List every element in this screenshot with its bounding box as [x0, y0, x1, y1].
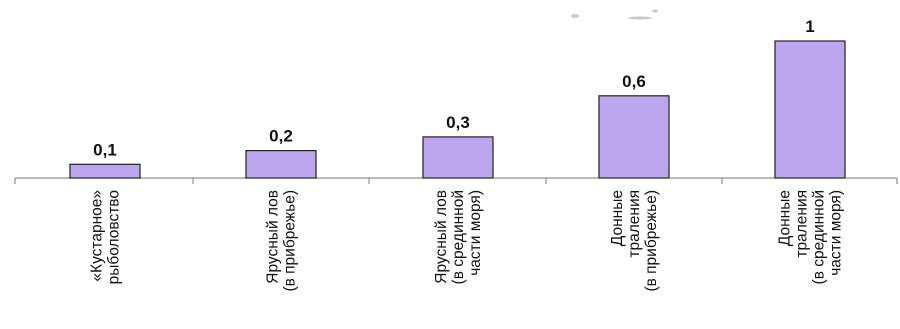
data-label: 0,2 — [269, 127, 293, 146]
bar — [774, 40, 846, 179]
tick-label: рыболовство — [106, 190, 123, 284]
tick-label: (в срединной — [811, 190, 828, 284]
category-label: Ярусный лов (в срединной части моря) — [433, 190, 484, 284]
data-label: 0,6 — [622, 72, 646, 91]
tick-label: Ярусный лов — [433, 190, 450, 284]
scan-smudge — [571, 9, 658, 20]
bars-layer — [69, 40, 846, 179]
data-label: 0,3 — [446, 113, 470, 132]
bar — [69, 163, 141, 179]
axis-layer — [14, 177, 898, 184]
category-label: Ярусный лов (в прибрежье) — [265, 190, 299, 292]
tick-label: траления — [626, 190, 643, 258]
tick-label: «Кустарное» — [89, 190, 106, 282]
data-label: 0,1 — [93, 140, 117, 159]
bar — [422, 136, 494, 179]
tick-label: Донные — [777, 190, 794, 246]
tick-label: (в прибрежье) — [643, 190, 660, 292]
category-label: Донные траления (в срединной части моря) — [777, 190, 845, 284]
value-labels-layer: 0,1 0,2 0,3 0,6 1 — [93, 17, 815, 159]
tick-label: (в прибрежье) — [282, 190, 299, 292]
tick-label: (в срединной — [450, 190, 467, 284]
bar — [598, 95, 670, 179]
tick-label: части моря) — [467, 190, 484, 276]
category-label: Донные траления (в прибрежье) — [609, 190, 660, 292]
tick-label: части моря) — [828, 190, 845, 276]
data-label: 1 — [805, 17, 814, 36]
tick-label: Ярусный лов — [265, 190, 282, 284]
category-label: «Кустарное» рыболовство — [89, 190, 123, 284]
bar — [245, 150, 317, 179]
tick-label: траления — [794, 190, 811, 258]
category-labels-layer: «Кустарное» рыболовство Ярусный лов (в приб… — [89, 190, 845, 292]
tick-label: Донные — [609, 190, 626, 246]
